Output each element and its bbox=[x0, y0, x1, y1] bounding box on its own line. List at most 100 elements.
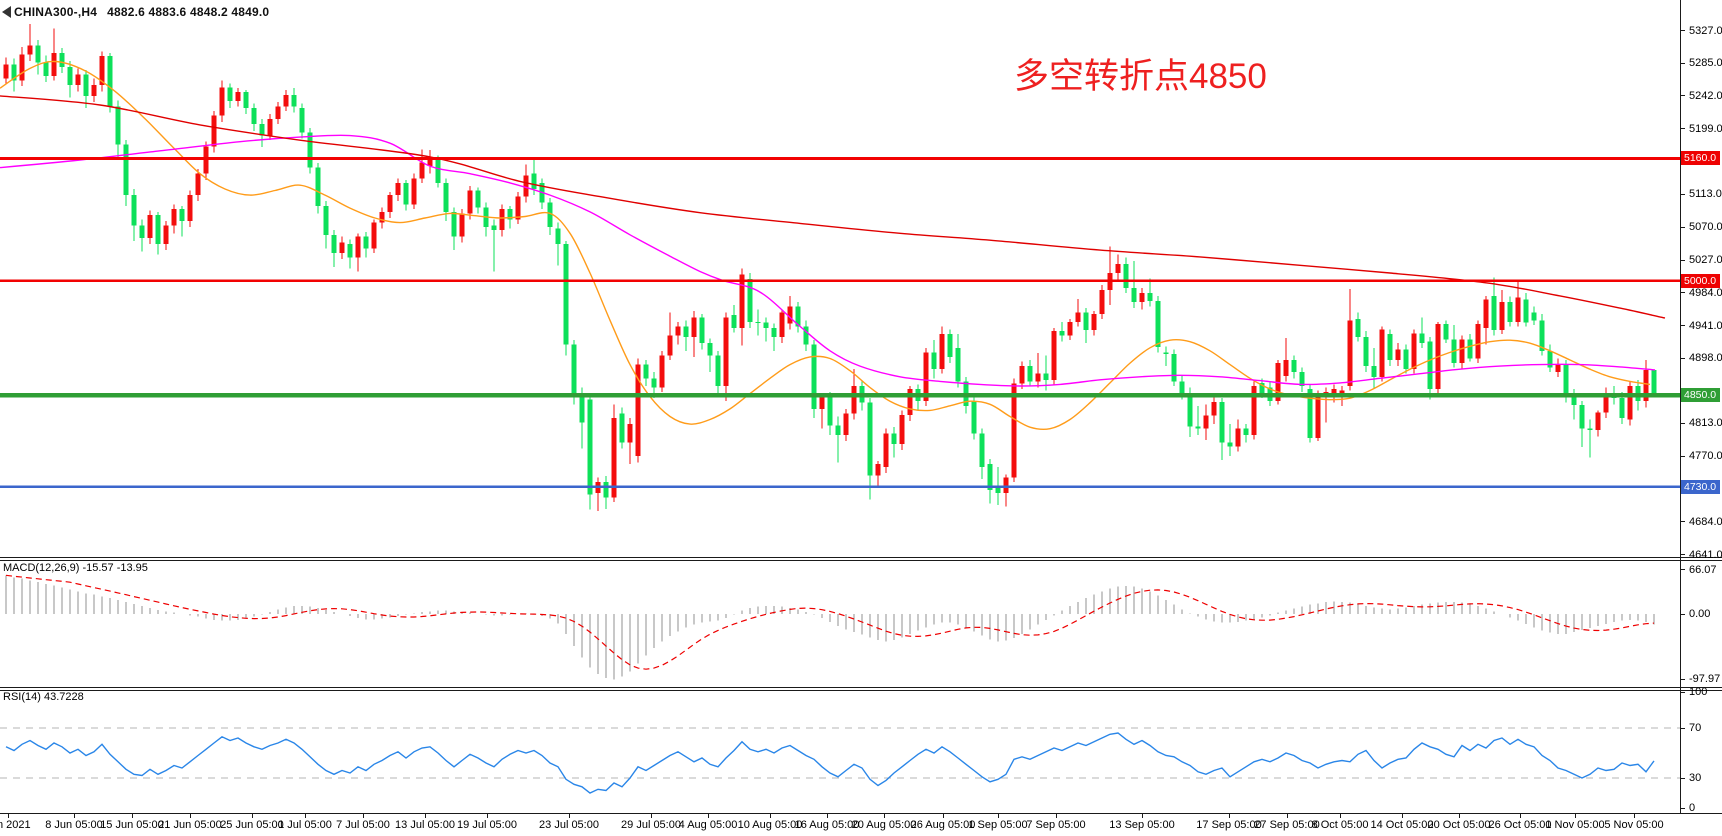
time-tick-label: 19 Jul 05:00 bbox=[457, 819, 517, 831]
time-tick-mark bbox=[708, 814, 709, 818]
price-tick-label: 5285.0 bbox=[1689, 57, 1722, 70]
time-tick-mark bbox=[770, 814, 771, 818]
price-tick-label: 4684.0 bbox=[1689, 515, 1722, 528]
price-tick-label: 5242.0 bbox=[1689, 89, 1722, 102]
ma-mid-line bbox=[0, 134, 1656, 387]
price-tick-mark bbox=[1680, 62, 1685, 64]
time-tick-mark bbox=[8, 814, 9, 818]
time-tick-label: 25 Jun 05:00 bbox=[220, 819, 284, 831]
time-tick-label: 27 Sep 05:00 bbox=[1254, 819, 1320, 831]
time-tick-label: 20 Oct 05:00 bbox=[1427, 819, 1491, 831]
price-tick-label: 5070.0 bbox=[1689, 221, 1722, 234]
macd-pane[interactable] bbox=[5, 574, 1655, 680]
time-tick-mark bbox=[1229, 814, 1230, 818]
time-tick-label: 14 Oct 05:00 bbox=[1370, 819, 1434, 831]
time-tick-label: 8 Jun 05:00 bbox=[45, 819, 103, 831]
price-tick-mark bbox=[1680, 95, 1685, 97]
time-tick-label: 1 Jul 05:00 bbox=[278, 819, 332, 831]
time-tick-mark bbox=[651, 814, 652, 818]
time-tick-label: 26 Oct 05:00 bbox=[1488, 819, 1552, 831]
symbol-info: CHINA300-,H4 4882.6 4883.6 4848.2 4849.0 bbox=[14, 5, 279, 19]
pane-separator-rsi[interactable] bbox=[0, 687, 1722, 691]
price-tick-label: 5199.0 bbox=[1689, 122, 1722, 135]
time-tick-label: 17 Sep 05:00 bbox=[1196, 819, 1262, 831]
ma-slow-line bbox=[0, 95, 1666, 319]
price-tick-label: 5327.0 bbox=[1689, 24, 1722, 37]
time-tick-label: 8 Oct 05:00 bbox=[1311, 819, 1369, 831]
price-tick-label: 4813.0 bbox=[1689, 417, 1722, 430]
macd-tick-label: 0.00 bbox=[1689, 608, 1711, 620]
time-tick-label: 29 Jul 05:00 bbox=[621, 819, 681, 831]
price-line-badge: 4730.0 bbox=[1681, 479, 1720, 494]
time-tick-mark bbox=[190, 814, 191, 818]
time-tick-mark bbox=[827, 814, 828, 818]
price-tick-mark bbox=[1680, 193, 1685, 195]
price-tick-mark bbox=[1680, 226, 1685, 228]
time-tick-mark bbox=[425, 814, 426, 818]
time-tick-mark bbox=[1402, 814, 1403, 818]
time-tick-label: 4 Aug 05:00 bbox=[678, 819, 738, 831]
macd-signal-line bbox=[5, 574, 1655, 670]
macd-tick-mark bbox=[1680, 569, 1685, 571]
price-tick-label: 4941.0 bbox=[1689, 319, 1722, 332]
time-tick-mark bbox=[1520, 814, 1521, 818]
rsi-pane[interactable] bbox=[0, 727, 1680, 794]
time-tick-mark bbox=[1575, 814, 1576, 818]
macd-tick-label: -97.97 bbox=[1689, 673, 1721, 686]
annotation-text[interactable]: 多空转折点4850 bbox=[1014, 57, 1267, 96]
rsi-tick-mark bbox=[1680, 807, 1685, 809]
price-tick-label: 4641.0 bbox=[1689, 548, 1722, 561]
price-axis-line bbox=[1680, 0, 1681, 813]
symbol-ohlc: 4882.6 4883.6 4848.2 4849.0 bbox=[107, 5, 270, 19]
rsi-tick-mark bbox=[1680, 727, 1685, 729]
pane-separator-macd[interactable] bbox=[0, 557, 1722, 561]
time-tick-mark bbox=[363, 814, 364, 818]
time-tick-label: Jun 2021 bbox=[0, 819, 31, 831]
macd-tick-label: 66.07 bbox=[1689, 563, 1717, 576]
time-tick-mark bbox=[1142, 814, 1143, 818]
price-tick-mark bbox=[1680, 554, 1685, 556]
time-tick-mark bbox=[998, 814, 999, 818]
rsi-tick-mark bbox=[1680, 777, 1685, 779]
price-tick-label: 5027.0 bbox=[1689, 254, 1722, 266]
time-tick-mark bbox=[132, 814, 133, 818]
time-tick-mark bbox=[1459, 814, 1460, 818]
price-tick-mark bbox=[1680, 455, 1685, 457]
rsi-line bbox=[5, 732, 1655, 794]
price-line-badge: 4850.0 bbox=[1681, 388, 1720, 403]
time-tick-label: 7 Jul 05:00 bbox=[336, 819, 390, 831]
time-tick-mark bbox=[1340, 814, 1341, 818]
time-tick-mark bbox=[1287, 814, 1288, 818]
price-tick-label: 4984.0 bbox=[1689, 286, 1722, 299]
rsi-label: RSI(14) 43.7228 bbox=[3, 691, 84, 703]
candles-and-lines bbox=[0, 24, 1666, 512]
price-tick-mark bbox=[1680, 259, 1685, 261]
time-tick-label: 21 Jun 05:00 bbox=[158, 819, 222, 831]
time-tick-label: 1 Sep 05:00 bbox=[968, 819, 1028, 831]
time-tick-label: 26 Aug 05:00 bbox=[910, 819, 976, 831]
time-tick-label: 5 Nov 05:00 bbox=[1604, 819, 1664, 831]
time-tick-mark bbox=[487, 814, 488, 818]
price-line-badge: 5000.0 bbox=[1681, 273, 1720, 288]
time-tick-mark bbox=[569, 814, 570, 818]
rsi-tick-label: 30 bbox=[1689, 772, 1702, 784]
price-tick-label: 4770.0 bbox=[1689, 450, 1722, 463]
chart-marker-icon bbox=[2, 6, 11, 18]
price-tick-mark bbox=[1680, 521, 1685, 523]
price-tick-label: 5113.0 bbox=[1689, 188, 1722, 201]
time-tick-mark bbox=[305, 814, 306, 818]
rsi-tick-label: 0 bbox=[1689, 802, 1696, 814]
rsi-tick-label: 70 bbox=[1689, 722, 1702, 734]
price-tick-label: 4898.0 bbox=[1689, 352, 1722, 365]
time-tick-label: 13 Sep 05:00 bbox=[1109, 819, 1175, 831]
ma-fast-line bbox=[0, 60, 1651, 431]
macd-tick-mark bbox=[1680, 613, 1685, 615]
price-line-badge: 5160.0 bbox=[1681, 151, 1720, 166]
symbol-name: CHINA300-,H4 bbox=[14, 5, 98, 19]
price-tick-mark bbox=[1680, 292, 1685, 294]
chart-canvas[interactable] bbox=[0, 0, 1722, 813]
time-tick-label: 15 Jun 05:00 bbox=[100, 819, 164, 831]
price-tick-mark bbox=[1680, 325, 1685, 327]
